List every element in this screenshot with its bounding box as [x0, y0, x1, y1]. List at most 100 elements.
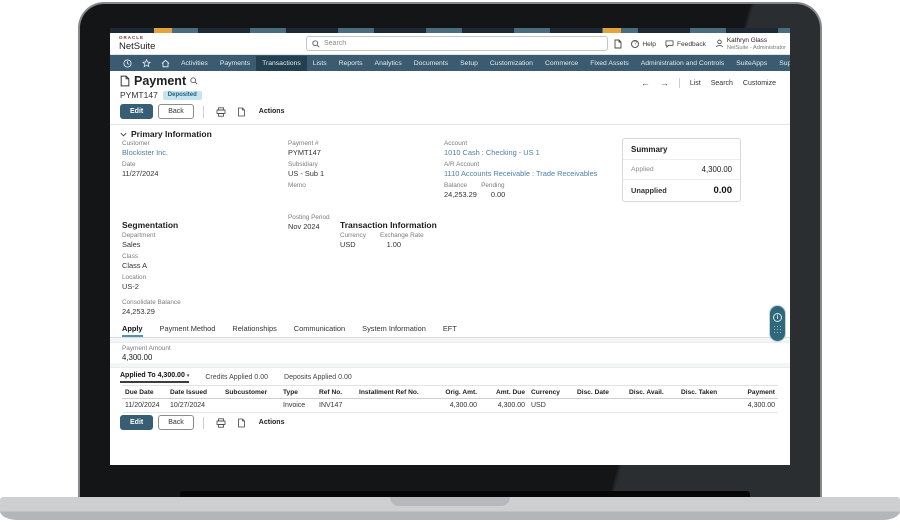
cell-disc-date	[574, 398, 626, 413]
balance-value: 24,253.29	[444, 190, 477, 199]
payment-number-field: Payment # PYMT147	[288, 140, 330, 158]
account-label: Account	[444, 140, 468, 147]
subtab-credits-applied[interactable]: Credits Applied 0.00	[205, 374, 269, 381]
status-badge: Deposited	[162, 90, 202, 100]
app-header: ORACLE NetSuite ? Help	[110, 33, 790, 55]
actions-menu-bottom[interactable]: Actions	[258, 419, 285, 426]
list-link[interactable]: List	[689, 79, 701, 87]
date-field: Date 11/27/2024	[122, 161, 168, 179]
browser-top-strip	[110, 28, 790, 33]
actions-menu[interactable]: Actions	[258, 108, 285, 115]
edit-button-bottom[interactable]: Edit	[120, 415, 154, 430]
memo-spacer	[288, 203, 330, 214]
nav-item-analytics[interactable]: Analytics	[374, 59, 402, 67]
summary-card: Summary Applied 4,300.00 Unapplied 0.00	[622, 138, 741, 202]
user-icon	[715, 39, 724, 48]
print-icon-bottom[interactable]	[216, 417, 226, 428]
feedback-menu[interactable]: Feedback	[665, 40, 706, 48]
tab-apply[interactable]: Apply	[122, 322, 143, 337]
account-value[interactable]: 1010 Cash : Checking - US 1	[444, 148, 540, 157]
nav-item-setup[interactable]: Setup	[460, 59, 478, 67]
col-disc-date: Disc. Date	[574, 385, 626, 399]
cell-date-issued[interactable]: 10/27/2024	[167, 398, 222, 413]
memo-label: Memo	[288, 182, 306, 189]
tab-communication[interactable]: Communication	[293, 324, 346, 333]
payment-amount-label: Payment Amount	[122, 345, 171, 352]
nav-item-reports[interactable]: Reports	[338, 59, 363, 67]
next-record-button[interactable]: →	[659, 78, 669, 88]
primary-information-header[interactable]: Primary Information	[120, 129, 212, 139]
global-search[interactable]	[306, 36, 608, 51]
applied-to-table: Due Date Date Issued Subcustomer Type Re…	[122, 385, 778, 413]
tab-relationships[interactable]: Relationships	[232, 324, 277, 333]
search-icon	[312, 39, 320, 48]
new-document-icon[interactable]	[614, 39, 622, 49]
netsuite-app-window: ORACLE NetSuite ? Help	[110, 28, 790, 465]
class-label: Class	[122, 253, 138, 260]
new-page-icon-bottom[interactable]	[237, 418, 246, 428]
laptop-base	[0, 497, 900, 520]
pending-label: Pending	[481, 182, 505, 189]
nav-item-support[interactable]: Support	[779, 59, 790, 67]
title-search-icon[interactable]	[190, 77, 198, 85]
tab-eft[interactable]: EFT	[442, 324, 457, 333]
previous-record-button[interactable]: ←	[640, 78, 650, 88]
search-link[interactable]: Search	[710, 79, 733, 87]
new-page-icon[interactable]	[237, 107, 246, 117]
toolbar-divider	[202, 105, 204, 118]
dots-grid-icon	[773, 325, 782, 334]
print-icon[interactable]	[216, 106, 226, 117]
record-id: PYMT147	[120, 90, 158, 100]
col-ref-no: Ref No.	[316, 385, 356, 399]
summary-applied-row: Applied 4,300.00	[623, 160, 740, 179]
customize-link[interactable]: Customize	[742, 79, 776, 87]
col-payment: Payment	[730, 385, 778, 399]
tab-system-information[interactable]: System Information	[362, 324, 426, 333]
nav-item-activities[interactable]: Activities	[181, 59, 208, 67]
back-button-bottom[interactable]: Back	[158, 415, 194, 430]
exchange-rate-value: 1.00	[386, 240, 401, 249]
user-menu[interactable]: Kathryn Glass NetSuite - Administrator	[715, 37, 786, 52]
subtab-applied-to[interactable]: Applied To 4,300.00 ▾	[120, 372, 190, 383]
table-row[interactable]: 11/20/2024 10/27/2024 Invoice INV147 4,3…	[122, 398, 778, 413]
consolidate-balance-value: 24,253.29	[122, 307, 155, 316]
nav-item-administration[interactable]: Administration and Controls	[640, 59, 725, 67]
subtab-deposits-applied[interactable]: Deposits Applied 0.00	[284, 374, 352, 381]
subtab-caret-icon: ▾	[186, 372, 190, 379]
tab-payment-method[interactable]: Payment Method	[159, 324, 216, 333]
record-type-icon	[120, 75, 130, 87]
back-button[interactable]: Back	[158, 104, 194, 119]
nav-item-fixed-assets[interactable]: Fixed Assets	[590, 59, 629, 67]
nav-item-lists[interactable]: Lists	[312, 59, 327, 67]
nav-item-suiteapps[interactable]: SuiteApps	[736, 59, 768, 67]
balance-pending-field: Balance Pending 24,253.29 0.00	[444, 182, 629, 200]
floating-assistant-widget[interactable]: i	[769, 305, 786, 342]
header-utilities: ← → List Search Customize	[641, 78, 776, 88]
edit-button[interactable]: Edit	[120, 104, 154, 119]
cell-type[interactable]: Invoice	[280, 398, 316, 413]
home-icon[interactable]	[161, 59, 170, 68]
page-title: Payment	[134, 74, 187, 88]
payment-number-label: Payment #	[288, 140, 319, 147]
global-search-input[interactable]	[324, 40, 602, 47]
netsuite-wordmark: NetSuite	[119, 40, 156, 52]
nav-item-customization[interactable]: Customization	[489, 59, 533, 67]
customer-value[interactable]: Blockister Inc.	[122, 148, 169, 157]
unapplied-label: Unapplied	[631, 186, 667, 195]
nav-item-transactions[interactable]: Transactions	[256, 55, 307, 71]
shortcuts-star-icon[interactable]	[142, 58, 151, 68]
info-icon: i	[773, 313, 782, 322]
col-disc-taken: Disc. Taken	[678, 385, 730, 399]
primary-col-2: Payment # PYMT147 Subsidiary US - Sub 1 …	[288, 140, 330, 235]
toolbar-bottom-divider	[202, 416, 204, 429]
help-menu[interactable]: ? Help	[631, 40, 656, 48]
col-subcustomer: Subcustomer	[222, 385, 280, 399]
col-amt-due: Amt. Due	[480, 385, 528, 399]
recents-clock-icon[interactable]	[123, 58, 132, 68]
record-tabs: Apply Payment Method Relationships Commu…	[110, 322, 790, 338]
nav-item-payments[interactable]: Payments	[219, 59, 251, 67]
ar-account-value[interactable]: 1110 Accounts Receivable : Trade Receiva…	[444, 169, 598, 178]
nav-item-commerce[interactable]: Commerce	[544, 59, 579, 67]
nav-item-documents[interactable]: Documents	[413, 59, 449, 67]
